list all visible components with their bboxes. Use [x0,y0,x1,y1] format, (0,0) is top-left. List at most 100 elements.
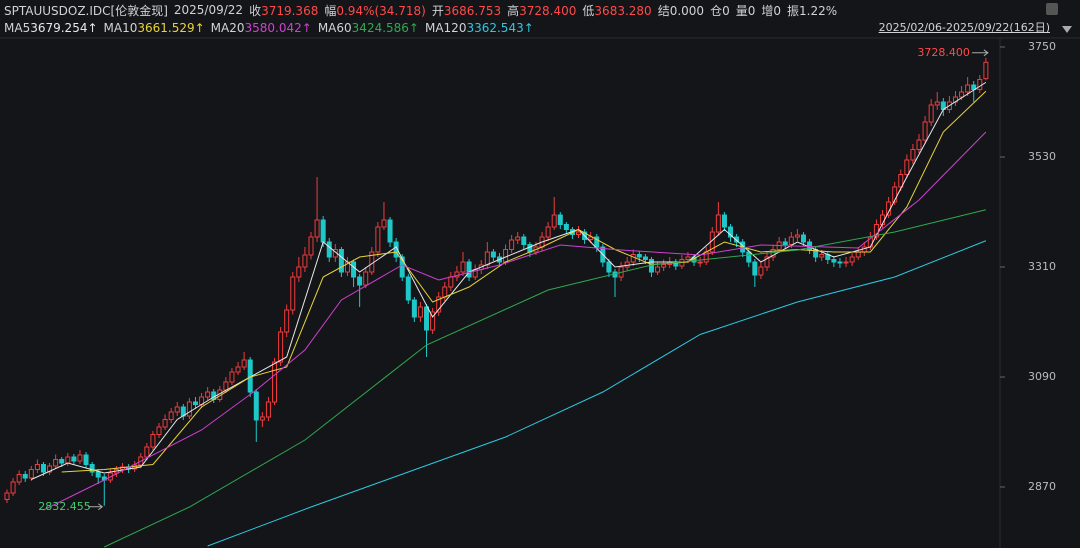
candle-body [162,419,168,428]
candle-body [302,254,308,268]
field-label: 结 [657,3,670,18]
min-label: 2832.455 [38,500,91,513]
candle-body [363,271,369,286]
field-value: 0 [722,3,730,18]
candle-body [752,261,758,276]
icon[interactable] [1046,3,1058,15]
candle-body [284,309,290,333]
candle-body [837,261,843,264]
date: 2025/09/22 [173,3,244,17]
candle-body [551,214,557,228]
candle-body [855,251,861,258]
candle-body [527,244,533,253]
field-label: 收 [249,3,262,18]
candle-body [503,249,509,263]
candle-body [788,236,794,245]
ma-line [31,81,987,480]
field-value: 0.94%(34.718) [336,3,426,18]
candle-body [728,226,734,238]
date-range[interactable]: 2025/02/06-2025/09/22(162日) [878,21,1050,34]
candle-body [223,381,229,391]
candle-body [490,251,496,258]
candle-body [150,434,156,448]
candle-body [898,174,904,188]
candle-body [576,231,582,235]
max-arrow [971,49,989,57]
candle-body [904,159,910,175]
candle-body [430,311,436,331]
dropdown[interactable] [1062,26,1072,33]
candle-body [320,219,326,243]
candle-body [715,214,721,233]
symbol: SPTAUUSDOZ.IDC[伦敦金现] [4,3,168,18]
candle-body [843,261,849,264]
field-label: 高 [507,3,520,18]
candle-body [831,259,837,263]
legend-item: MA53679.254↑ [4,21,98,35]
candle-body [971,84,977,90]
legend-item: MA1203362.543↑ [425,21,534,35]
candle-body [563,224,569,230]
field-label: 仓 [710,3,723,18]
candle-body [655,266,661,273]
candle-body [89,464,95,473]
candle-body [47,465,53,473]
legend-name: MA60 [317,21,352,35]
candle-body [685,256,691,260]
candle-body [40,464,46,473]
candle-body [697,261,703,264]
candle-body [594,236,600,248]
candle-body [770,249,776,258]
field: 振1.22% [787,2,837,19]
candle-body [357,276,363,286]
legend-name: MA120 [424,21,467,35]
candle-body [192,401,198,405]
legend-value: 3580.042↑ [244,21,312,35]
candle-body [928,104,934,123]
field-label: 量 [735,3,748,18]
candle-body [387,219,393,243]
field: 幅0.94%(34.718) [324,2,426,19]
candle-body [892,186,898,203]
candle-body [77,454,83,462]
candle-body [144,446,150,458]
candle-body [278,331,284,363]
candle-body [290,276,296,311]
legend-name: MA10 [103,21,138,35]
candle-body [734,236,740,243]
field-value: 3683.280 [594,3,652,18]
candle-body [411,299,417,318]
candle-body [314,219,320,238]
candle-body [399,256,405,278]
legend-item: MA203580.042↑ [211,21,312,35]
field-label: 振 [787,3,800,18]
y-tick-label: 3090 [1028,370,1056,383]
candle-body [205,391,211,398]
legend-value: 3679.254↑ [30,21,98,35]
field-label: 增 [761,3,774,18]
candle-body [22,474,28,479]
candle-body [53,459,59,467]
candle-body [4,492,10,500]
y-tick-label: 2870 [1028,480,1056,493]
candle-body [235,366,241,373]
field: 仓0 [710,2,730,19]
candle-body [819,254,825,258]
legend-value: 3424.586↑ [351,21,419,35]
candle-body [71,456,77,462]
field: 高3728.400 [507,2,576,19]
candle-body [642,256,648,260]
candle-body [764,256,770,268]
max-label: 3728.400 [917,46,970,59]
quote-header: SPTAUUSDOZ.IDC[伦敦金现] 2025/09/22 收3719.368 幅… [4,1,837,19]
candle-body [661,264,667,268]
candle-body [16,474,22,483]
legend-name: MA20 [210,21,245,35]
candle-body [168,411,174,420]
candle-body [983,61,989,80]
candle-body [746,251,752,263]
candle-body [186,401,192,417]
ma-line [43,131,987,511]
candle-body [59,459,65,464]
